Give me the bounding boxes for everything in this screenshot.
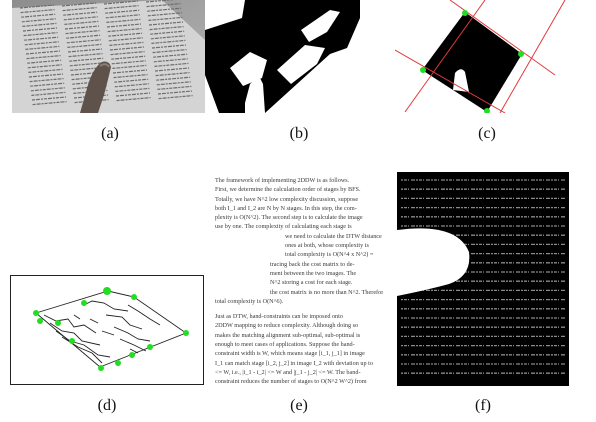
text-line: <= W, i.e., |i_1 - i_2| <= W and |j_1 - … xyxy=(215,368,361,376)
panel-e-image: The framework of implementing 2DDW is as… xyxy=(213,172,385,386)
corner-markers xyxy=(33,287,189,371)
caption-a: (a) xyxy=(101,125,119,142)
panel-d-image xyxy=(10,275,204,385)
finger-region xyxy=(397,228,470,296)
rectified-text-block: The framework of implementing 2DDW is as… xyxy=(215,176,383,386)
text-line: plexity is O(N^2). The second step is to… xyxy=(215,214,363,222)
text-line: use by one. The complexity of calculatin… xyxy=(215,223,352,231)
text-line: enough to meet cases of applications. Su… xyxy=(215,341,355,349)
contour-plot xyxy=(10,275,204,385)
caption-b: (b) xyxy=(289,125,309,142)
text-line: makes the matching alignment sub-optimal… xyxy=(215,331,361,339)
caption-c: (c) xyxy=(478,125,496,142)
text-line: I_1 can match stage [i_2, j_2] in image … xyxy=(215,359,373,367)
text-line: Totally, we have N^2 low complexity disc… xyxy=(215,195,359,203)
text-line: both I_1 and I_2 are N by N stages. In t… xyxy=(215,204,357,212)
binary-mask xyxy=(205,0,360,113)
text-line: ones at both, whose complexity is xyxy=(285,242,369,250)
text-line: First, we determine the calculation orde… xyxy=(215,186,361,194)
caption-f: (f) xyxy=(475,397,491,414)
text-line: Just as DTW, hand-constraints can be imp… xyxy=(215,313,343,321)
text-line: ment between the two images. The xyxy=(270,269,357,277)
corner-markers xyxy=(420,10,524,113)
text-line: we need to calculate the DTW distance xyxy=(285,232,382,240)
panel-c-image xyxy=(395,0,567,113)
text-line: 2DDW mapping to reduce complexity. Altho… xyxy=(215,322,359,330)
finger xyxy=(80,61,111,113)
text-line: N^2 storing a cost for each stage. xyxy=(270,279,353,287)
quad-fit xyxy=(395,0,567,113)
contour-lines xyxy=(35,290,187,368)
panel-a-image xyxy=(12,0,205,113)
panel-b-image xyxy=(205,0,360,113)
text-line: total complexity is O(N^6). xyxy=(215,297,284,305)
caption-d: (d) xyxy=(97,397,117,414)
text-line: total complexity is O(N^4 x N^2) = xyxy=(285,251,374,259)
text-line: The framework of implementing 2DDW is as… xyxy=(215,177,350,184)
text-line: tracing back the cost matrix to de- xyxy=(270,260,355,268)
page-photo xyxy=(12,0,205,113)
caption-e: (e) xyxy=(290,397,308,414)
difference-image xyxy=(397,172,569,386)
text-line: constraint reduces the number of stages … xyxy=(215,378,367,386)
text-line: constraint width is W, which means stage… xyxy=(215,350,365,358)
text-line: the cost matrix is no more than N^2. The… xyxy=(270,288,383,296)
panel-f-image xyxy=(397,172,569,386)
